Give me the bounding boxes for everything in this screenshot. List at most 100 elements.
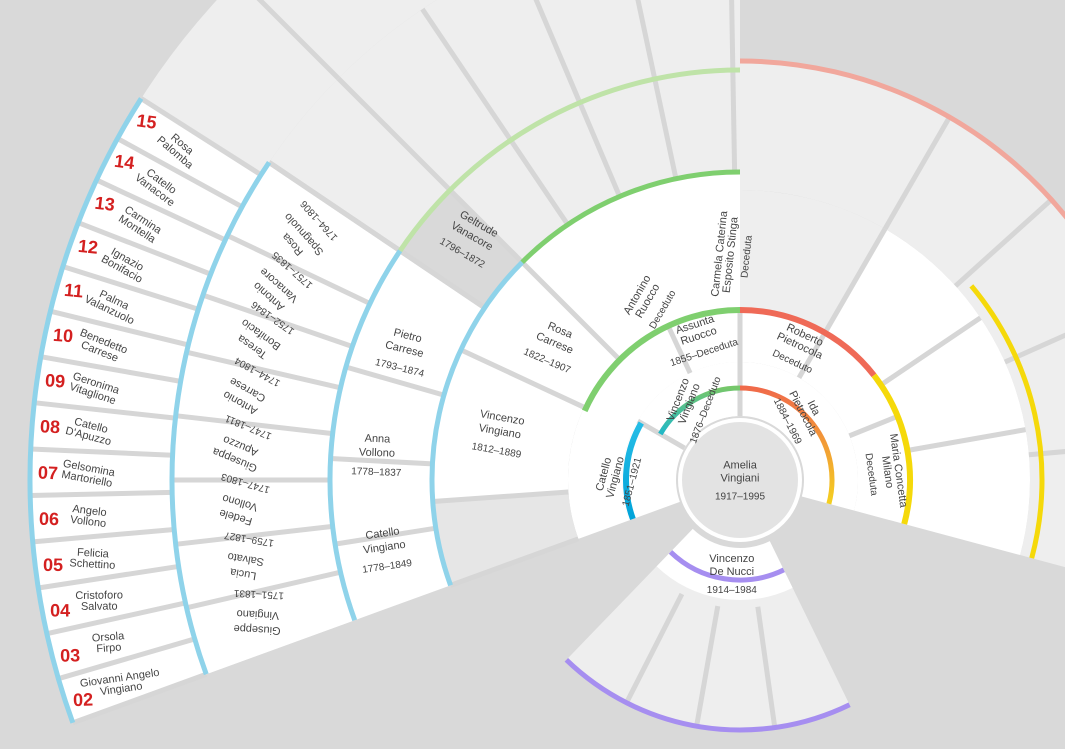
spouse-outer-purple-arc (564, 658, 851, 733)
maternal-grandparent-sector[interactable] (740, 308, 913, 525)
separator (95, 177, 227, 243)
generation-index-number: 15 (135, 110, 158, 133)
gen6-sector[interactable] (30, 449, 173, 496)
root-person-circle[interactable] (678, 418, 802, 542)
gen5-sector[interactable] (202, 235, 370, 347)
maternal-outer-salmon-arc (739, 58, 1065, 220)
ancestor-dates: 1751–1831 (233, 587, 284, 601)
separator (848, 413, 901, 439)
gen3-sector-c[interactable] (432, 349, 585, 502)
separator (30, 489, 173, 498)
separator (334, 525, 437, 547)
separator (185, 569, 342, 611)
gen6-sector[interactable] (46, 602, 195, 679)
generation-index-number: 13 (94, 193, 116, 215)
separator (881, 315, 982, 386)
ancestor-name: Giuseppe (233, 622, 281, 636)
gen5-sector[interactable] (186, 572, 355, 675)
separator (636, 418, 686, 451)
separator (330, 456, 433, 467)
gen5-sector[interactable] (186, 295, 353, 388)
maternal-great-yellow-arc (969, 284, 1045, 559)
generation-index-number: 03 (60, 645, 80, 665)
generation-index-number: 05 (43, 555, 63, 575)
gen6-sector[interactable] (50, 266, 199, 345)
generation-index-number: 14 (113, 151, 135, 173)
separator (624, 592, 685, 704)
gen4-blue-arc (327, 249, 403, 622)
ancestor-dates: 1914–1984 (707, 585, 757, 596)
spouse-purple-arc (668, 550, 785, 583)
ancestor-name: Orsola (91, 630, 125, 645)
ancestor-dates: Deceduta (739, 234, 754, 278)
ancestor-dates: 1917–1995 (715, 492, 765, 503)
generation-index-number: 09 (44, 370, 65, 391)
ancestor-name: Vollono (70, 514, 107, 530)
separator (449, 536, 580, 588)
separator (823, 227, 888, 333)
empty-maternal-outer[interactable] (740, 60, 1065, 589)
separator (755, 606, 778, 728)
ancestor-name: Angelo (72, 503, 107, 519)
gen6-blue-arc (27, 97, 144, 724)
gen6-sector[interactable] (34, 356, 181, 419)
separator (267, 160, 402, 253)
separator (71, 671, 208, 726)
gen5-sector[interactable] (175, 352, 341, 434)
empty-upper-green-ring[interactable] (450, 70, 740, 263)
gen3-sector-grey[interactable] (432, 492, 579, 586)
generation-index-number: 10 (52, 325, 74, 346)
separator (62, 264, 200, 312)
separator (226, 233, 372, 306)
maternal-yellow-arc (871, 373, 913, 525)
empty-maternal-ring[interactable] (740, 190, 885, 332)
paternal-grandparent-arc (581, 307, 741, 413)
father-arc (623, 421, 644, 521)
separator (796, 329, 829, 380)
ancestor-name: Vollono (359, 446, 395, 459)
gen3-green-arc (520, 169, 741, 264)
gen6-sector[interactable] (58, 638, 207, 723)
paternal-grandparent-sector[interactable] (567, 308, 740, 539)
gen5-sector[interactable] (172, 415, 333, 480)
separator (665, 323, 693, 375)
gen6-sector[interactable] (40, 311, 189, 382)
gen6-sector[interactable] (32, 529, 179, 589)
gen3-sector-b[interactable] (460, 262, 619, 408)
ancestor-name: Salvato (227, 550, 265, 568)
gen5-sector[interactable] (227, 162, 401, 304)
separator (520, 260, 621, 361)
ancestor-name: Vingiani (721, 473, 760, 485)
separator (953, 197, 1054, 288)
gen3-blue-arc (429, 260, 524, 587)
gen5-sector[interactable] (172, 480, 333, 545)
gen3-sector-a[interactable] (522, 172, 740, 359)
gen4-sector[interactable] (335, 528, 451, 621)
maternal-great-sector[interactable] (826, 228, 1031, 556)
separator (175, 523, 333, 547)
separator (1003, 332, 1065, 365)
separator (448, 188, 524, 264)
gen4-sector[interactable] (329, 458, 436, 545)
mother-sector[interactable] (740, 362, 859, 511)
gen6-sector[interactable] (78, 179, 226, 275)
gen6-sector[interactable] (117, 98, 261, 207)
separator (459, 347, 586, 410)
spouse-sector[interactable] (656, 528, 793, 601)
gen4-sector[interactable] (330, 366, 444, 464)
separator (256, 0, 341, 81)
gen5-sector[interactable] (175, 526, 341, 608)
separator (345, 364, 445, 398)
gen6-sector[interactable] (62, 222, 211, 310)
generation-index-number: 08 (40, 416, 61, 437)
gen6-sector[interactable] (96, 138, 243, 240)
ancestor-name: De Nucci (709, 566, 754, 578)
separator (730, 70, 738, 173)
gen6-sector[interactable] (30, 492, 175, 542)
